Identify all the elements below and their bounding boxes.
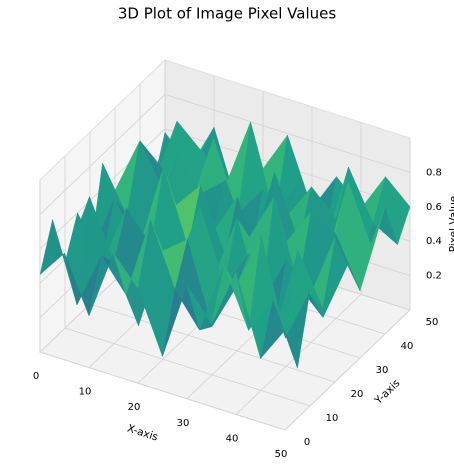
z-grid-line [164,94,411,173]
z-tick-label: 0.2 [426,271,442,282]
z-tick-label: 0.4 [426,236,442,247]
y-tick-label: 50 [426,317,439,328]
y-tick-label: 20 [351,389,364,400]
x-tick-label: 30 [177,418,190,429]
y-tick-label: 0 [304,437,310,448]
z-axis-label: Pixel Value [448,196,454,252]
x-axis-label: X-axis [126,422,160,443]
x-tick-label: 0 [33,371,39,382]
z-grid-line [39,94,166,215]
surface-patch [260,299,298,369]
x-grid-line [284,309,411,431]
x-tick-label: 50 [275,449,288,460]
x-tick-label: 40 [226,433,239,444]
x-tick-label: 10 [79,387,92,398]
y-tick-label: 10 [326,413,339,424]
z-tick-label: 0.6 [426,202,442,213]
y-tick-label: 30 [376,365,389,376]
z-tick-label: 0.8 [426,167,442,178]
y-grid-line [64,327,311,407]
chart-title: 3D Plot of Image Pixel Values [118,5,337,23]
y-tick-label: 40 [401,341,414,352]
y-axis-label: Y-axis [372,377,403,407]
y-grid-line [89,303,336,383]
y-grid-line [39,351,286,431]
x-tick-label: 20 [128,402,141,413]
